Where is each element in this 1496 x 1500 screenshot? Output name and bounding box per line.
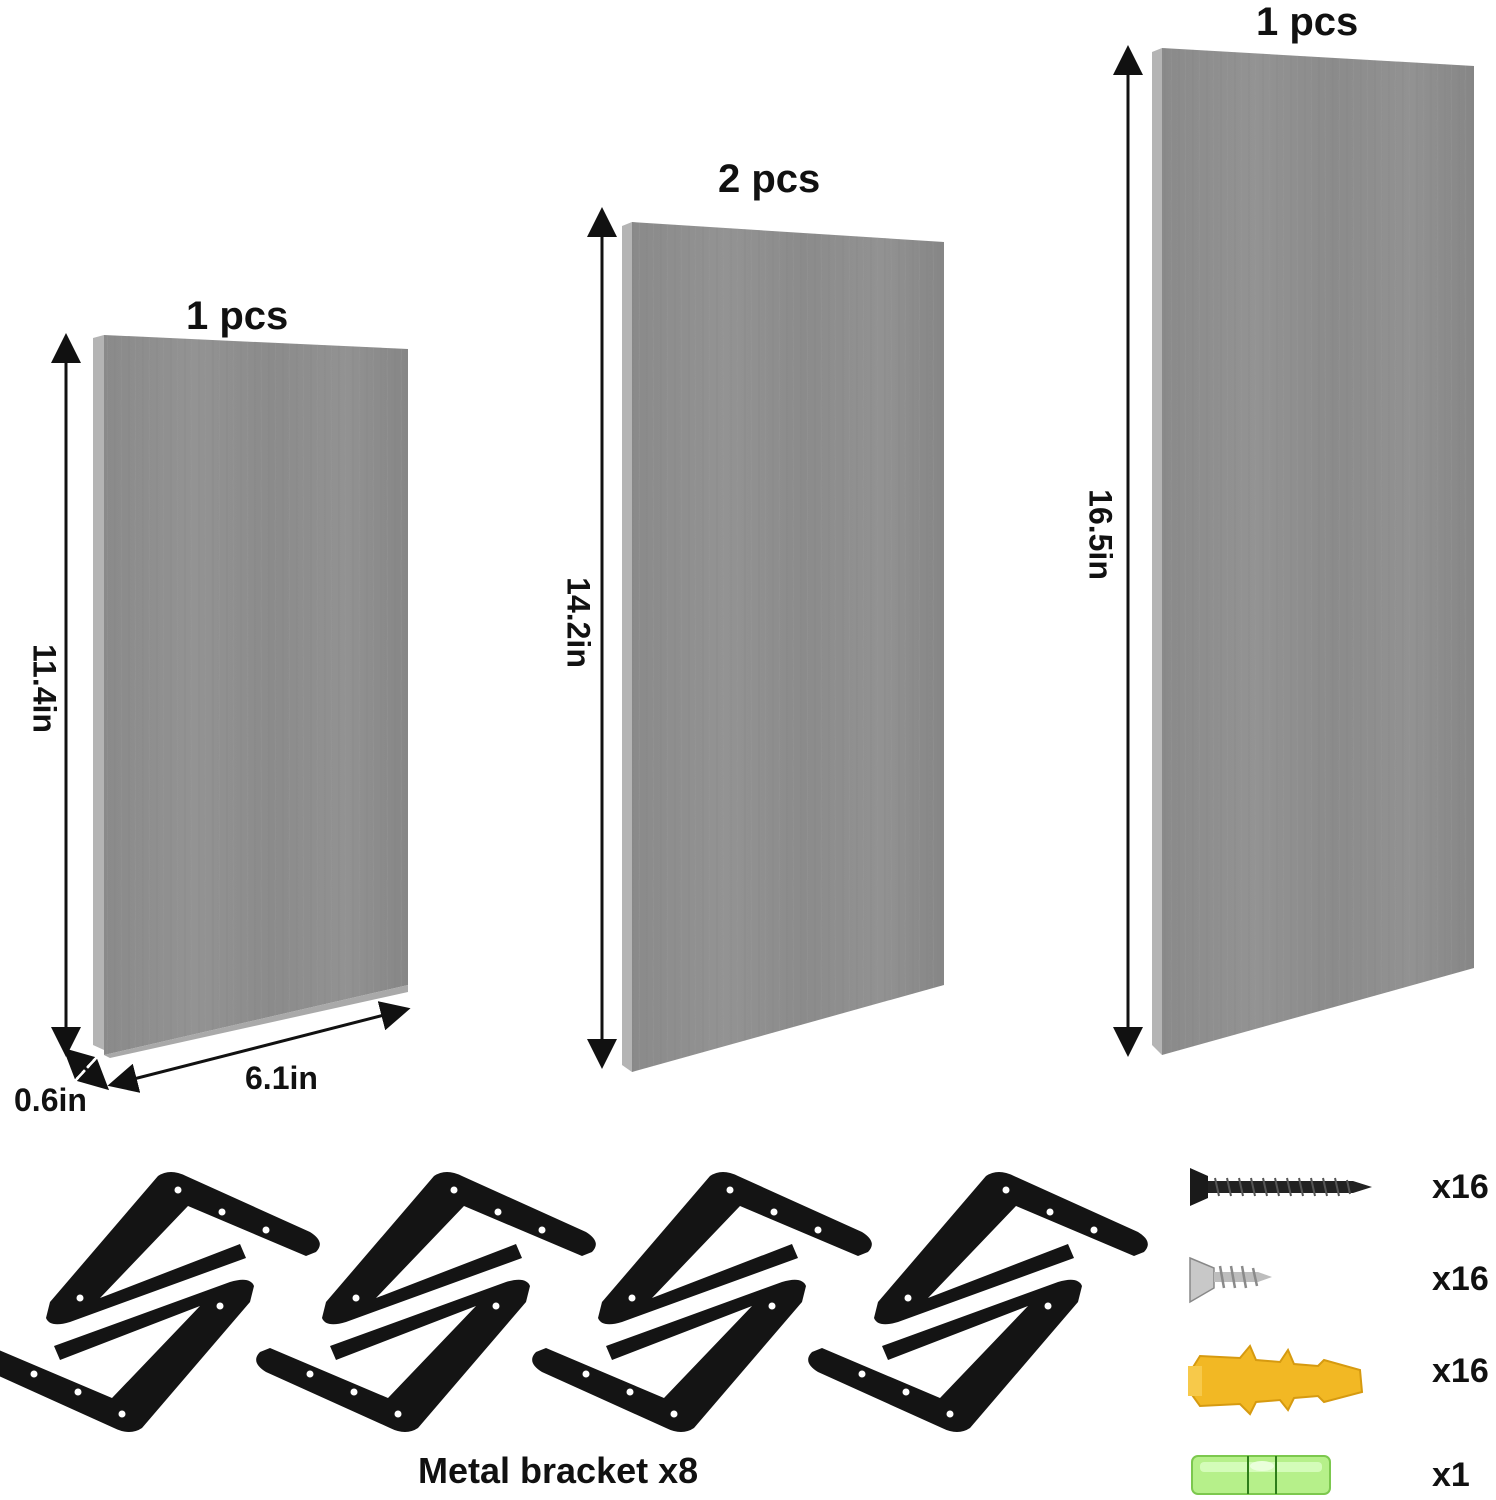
black-screw-count: x16 <box>1432 1168 1489 1206</box>
shelf-small <box>93 335 408 1058</box>
shelf-medium <box>622 222 944 1072</box>
bracket-icon <box>322 1172 596 1325</box>
depth-label: 0.6in <box>14 1082 87 1118</box>
width-arrow <box>107 1001 411 1093</box>
bracket-icon <box>598 1172 872 1325</box>
bracket-group <box>0 1172 1148 1432</box>
silver-screw-count: x16 <box>1432 1260 1489 1298</box>
wall-anchor-icon <box>1188 1344 1364 1416</box>
bracket-icon <box>256 1279 530 1432</box>
shelf-small-height-label: 11.4in <box>26 644 63 733</box>
wall-anchor-count: x16 <box>1432 1352 1489 1390</box>
shelf-large-height-label: 16.5in <box>1082 489 1119 580</box>
bubble-level-count: x1 <box>1432 1456 1470 1494</box>
silver-screw-icon <box>1189 1256 1272 1304</box>
shelf-medium-quantity: 2 pcs <box>718 157 821 201</box>
bracket-icon <box>532 1279 806 1432</box>
shelf-large <box>1152 48 1474 1055</box>
bubble-level-icon <box>1191 1455 1331 1495</box>
bracket-icon <box>46 1172 320 1325</box>
depth-arrow <box>62 1047 110 1091</box>
bracket-icon <box>808 1279 1082 1432</box>
bracket-icon <box>0 1279 254 1432</box>
shelf-large-quantity: 1 pcs <box>1256 0 1359 44</box>
width-label: 6.1in <box>245 1060 318 1096</box>
black-screw-icon <box>1190 1168 1372 1206</box>
bracket-caption: Metal bracket x8 <box>418 1450 699 1491</box>
shelf-medium-height-label: 14.2in <box>560 577 597 668</box>
bracket-icon <box>874 1172 1148 1325</box>
shelf-small-quantity: 1 pcs <box>186 294 289 338</box>
